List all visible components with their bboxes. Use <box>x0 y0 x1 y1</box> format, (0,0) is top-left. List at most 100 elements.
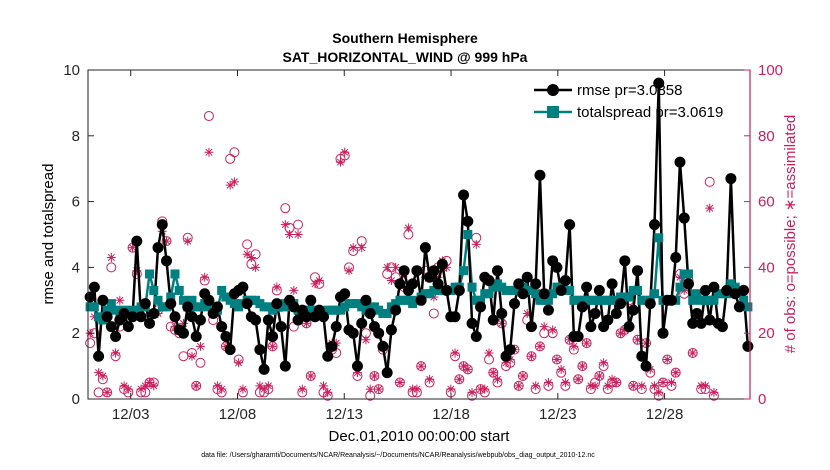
assimilated-obs-point <box>268 341 278 351</box>
y-tick-label: 4 <box>72 259 80 276</box>
y-right-tick-label: 80 <box>758 128 775 145</box>
assimilated-obs-point <box>149 381 159 391</box>
rmse-point <box>275 321 287 333</box>
rmse-point <box>441 284 453 296</box>
assimilated-obs-point <box>280 220 290 230</box>
rmse-point <box>394 278 406 290</box>
rmse-point <box>84 291 96 303</box>
assimilated-obs-point <box>212 381 222 391</box>
assimilated-obs-point <box>573 374 583 384</box>
assimilated-obs-point <box>709 387 719 397</box>
rmse-point <box>161 255 173 267</box>
totalspread-point <box>692 289 702 299</box>
assimilated-obs-point <box>463 364 473 374</box>
assimilated-obs-point <box>535 341 545 351</box>
y-tick-label: 8 <box>72 128 80 145</box>
assimilated-obs-point <box>705 203 715 213</box>
rmse-point <box>356 317 368 329</box>
assimilated-obs-point <box>352 368 362 378</box>
assimilated-obs-point <box>599 358 609 368</box>
assimilated-obs-point <box>560 378 570 388</box>
rmse-point <box>254 344 266 356</box>
assimilated-obs-point <box>217 384 227 394</box>
rmse-point <box>449 311 461 323</box>
rmse-point <box>487 314 499 326</box>
rmse-point <box>390 304 402 316</box>
totalspread-point <box>166 292 176 302</box>
assimilated-obs-point <box>603 381 613 391</box>
possible-obs-point <box>242 239 253 250</box>
rmse-point <box>131 235 143 247</box>
x-tick-label: 12/18 <box>432 406 470 423</box>
rmse-point <box>733 301 745 313</box>
data-file-footer: data file: /Users/gharamti/Documents/NCA… <box>201 452 595 459</box>
assimilated-obs-point <box>348 243 358 253</box>
assimilated-obs-point <box>136 384 146 394</box>
assimilated-obs-point <box>162 236 172 246</box>
assimilated-obs-point <box>115 295 125 305</box>
rmse-point <box>691 307 703 319</box>
assimilated-obs-point <box>650 381 660 391</box>
rmse-point <box>704 314 716 326</box>
assimilated-obs-point <box>98 371 108 381</box>
assimilated-obs-point <box>251 262 261 272</box>
assimilated-obs-point <box>94 368 104 378</box>
totalspread-point <box>476 295 486 305</box>
assimilated-obs-point <box>637 381 647 391</box>
assimilated-obs-point <box>412 384 422 394</box>
rmse-point <box>415 294 427 306</box>
totalspread-point <box>106 299 116 309</box>
totalspread-point <box>543 295 553 305</box>
assimilated-obs-point <box>323 387 333 397</box>
rmse-point <box>301 311 313 323</box>
assimilated-obs-point <box>204 147 214 157</box>
assimilated-obs-point <box>616 328 626 338</box>
assimilated-obs-point <box>369 371 379 381</box>
rmse-point <box>492 265 504 277</box>
rmse-point <box>144 317 156 329</box>
rmse-point <box>632 265 644 277</box>
rmse-point <box>101 311 113 323</box>
rmse-point <box>322 350 334 362</box>
totalspread-point <box>463 230 473 239</box>
assimilated-obs-point <box>446 384 456 394</box>
assimilated-obs-point <box>416 361 426 371</box>
rmse-point <box>525 321 537 333</box>
assimilated-obs-point <box>140 381 150 391</box>
possible-obs-point <box>195 357 206 368</box>
rmse-point <box>186 311 198 323</box>
assimilated-obs-point <box>556 364 566 374</box>
rmse-point <box>122 321 134 333</box>
assimilated-obs-point <box>225 180 235 190</box>
assimilated-obs-point <box>102 387 112 397</box>
assimilated-obs-point <box>454 374 464 384</box>
assimilated-obs-point <box>263 381 273 391</box>
y-right-tick-label: 100 <box>758 62 783 79</box>
assimilated-obs-point <box>467 387 477 397</box>
assimilated-obs-point <box>259 384 269 394</box>
rmse-point <box>538 288 550 300</box>
totalspread-point <box>709 295 719 305</box>
assimilated-obs-point <box>628 381 638 391</box>
rmse-point <box>517 288 529 300</box>
rmse-point <box>88 281 100 293</box>
rmse-point <box>318 311 330 323</box>
rmse-point <box>436 258 448 270</box>
rmse-point <box>453 284 465 296</box>
assimilated-obs-point <box>577 361 587 371</box>
assimilated-obs-point <box>459 361 469 371</box>
rmse-point <box>678 212 690 224</box>
totalspread-point <box>187 295 197 305</box>
assimilated-obs-point <box>471 239 481 249</box>
y-right-tick-label: 20 <box>758 325 775 342</box>
chart-subtitle: SAT_HORIZONTAL_WIND @ 999 hPa <box>283 49 528 65</box>
x-axis-label: Dec.01,2010 00:00:00 start <box>329 428 511 445</box>
rmse-point <box>496 307 508 319</box>
assimilated-obs-point <box>234 358 244 368</box>
rmse-point <box>93 350 105 362</box>
rmse-point <box>559 275 571 287</box>
assimilated-obs-point <box>242 249 252 259</box>
totalspread-point <box>743 302 753 312</box>
assimilated-obs-point <box>395 378 405 388</box>
rmse-point <box>428 265 440 277</box>
